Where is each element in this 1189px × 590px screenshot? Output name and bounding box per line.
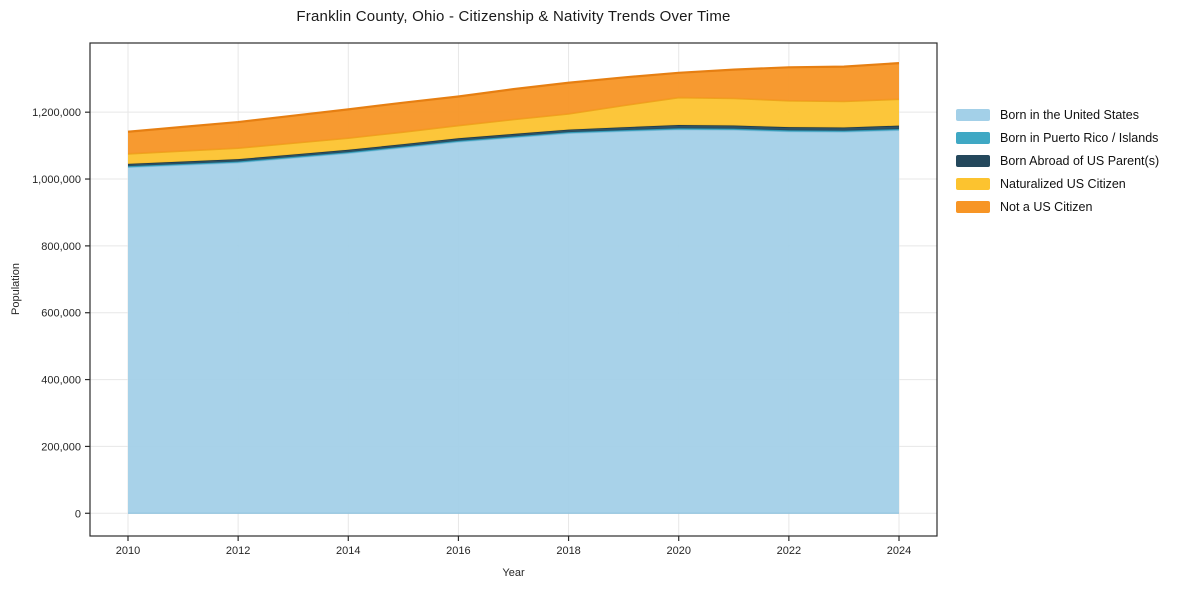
area-naturalized-us-citizen [128, 97, 899, 164]
chart-title: Franklin County, Ohio - Citizenship & Na… [296, 8, 731, 25]
legend-label: Not a US Citizen [1000, 199, 1093, 214]
plot-frame [89, 42, 938, 537]
area-edge-not-a-us-citizen [127, 62, 900, 133]
legend-swatch-icon [956, 131, 990, 144]
y-tick-label: 1,200,000 [32, 107, 81, 119]
legend-label: Naturalized US Citizen [1000, 176, 1126, 191]
area-born-in-the-united-states [128, 129, 899, 514]
x-tick-label: 2010 [116, 545, 140, 557]
y-tick-label: 400,000 [41, 375, 81, 387]
legend-label: Born in Puerto Rico / Islands [1000, 130, 1159, 145]
legend-swatch-icon [956, 108, 990, 121]
legend-label: Born in the United States [1000, 107, 1139, 122]
x-tick-label: 2012 [226, 545, 250, 557]
x-tick-label: 2020 [666, 545, 690, 557]
y-tick-label: 200,000 [41, 441, 81, 453]
y-tick-label: 1,000,000 [32, 174, 81, 186]
area-born-abroad-of-us-parent-s [128, 124, 899, 167]
legend-item-born-abroad-of-us-parent-s: Born Abroad of US Parent(s) [956, 149, 1159, 172]
legend-label: Born Abroad of US Parent(s) [1000, 153, 1160, 168]
area-not-a-us-citizen [128, 63, 899, 154]
legend-item-naturalized-us-citizen: Naturalized US Citizen [956, 172, 1159, 195]
x-axis-label: Year [502, 567, 525, 579]
x-tick-label: 2024 [887, 545, 911, 557]
y-tick-label: 600,000 [41, 308, 81, 320]
x-tick-label: 2014 [336, 545, 360, 557]
x-tick-label: 2018 [556, 545, 580, 557]
legend-swatch-icon [956, 154, 990, 167]
x-tick-label: 2016 [446, 545, 470, 557]
legend-swatch-icon [956, 177, 990, 190]
legend: Born in the United States Born in Puerto … [956, 103, 1159, 218]
legend-item-born-in-puerto-rico-islands: Born in Puerto Rico / Islands [956, 126, 1159, 149]
legend-item-not-a-us-citizen: Not a US Citizen [956, 195, 1159, 218]
x-tick-label: 2022 [777, 545, 801, 557]
legend-item-born-in-the-united-states: Born in the United States [956, 103, 1159, 126]
legend-swatch-icon [956, 200, 990, 213]
y-tick-label: 0 [75, 508, 81, 520]
y-tick-label: 800,000 [41, 241, 81, 253]
